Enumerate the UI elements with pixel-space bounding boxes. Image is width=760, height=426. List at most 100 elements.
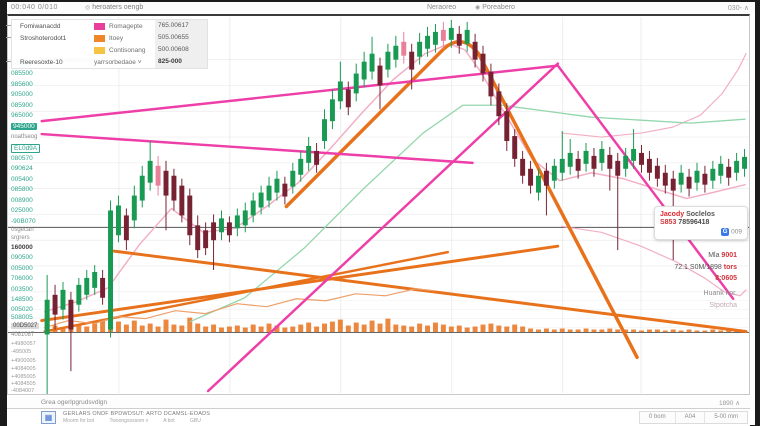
legend-series-label: Stroshoterodot1 xyxy=(20,34,67,42)
chart-panel[interactable]: 8458000855009856009050000859009650009450… xyxy=(6,14,750,395)
legend-row[interactable]: Fomiwanacdd Romagepte 765.00617 xyxy=(6,20,207,32)
volume-bar xyxy=(520,326,526,333)
price-axis-label: -495005 xyxy=(11,349,32,355)
trend-magenta-long-rise[interactable] xyxy=(206,62,560,393)
g-badge-icon: G xyxy=(721,228,730,236)
candle xyxy=(520,158,526,176)
candle xyxy=(314,150,320,165)
candle xyxy=(123,215,129,241)
symbol-timeframe-label[interactable]: 00:040 0/010 xyxy=(11,4,58,11)
footer-meta[interactable]: Twoongsossom v xyxy=(109,418,149,424)
candle xyxy=(646,158,652,173)
footer-text: GERLARS ONDF BPDWDSUT: ARTO DCAMSL-EOADS… xyxy=(63,411,215,424)
callout-value: S853 78596418 xyxy=(660,219,710,226)
volume-bar xyxy=(488,323,494,333)
candlestick-chart[interactable] xyxy=(8,16,749,394)
volume-bar xyxy=(84,326,90,333)
candle xyxy=(68,299,74,330)
candle xyxy=(639,152,644,165)
trend-magenta-rise[interactable] xyxy=(40,64,560,123)
legend-row[interactable]: Stroshoterodot1 Itoey 505.00655 xyxy=(6,32,207,44)
volume-bar xyxy=(623,329,629,333)
candle xyxy=(60,289,66,310)
volume-bar xyxy=(179,325,185,333)
candle xyxy=(298,158,304,175)
candle xyxy=(409,51,415,70)
volume-bar xyxy=(385,318,391,333)
collapse-bottom-button[interactable]: 1890 ∧ xyxy=(718,400,740,407)
candle xyxy=(448,27,454,40)
series-color-swatch xyxy=(94,46,105,54)
indicators-button[interactable]: ◎ heroaters oengb xyxy=(85,4,144,11)
volume-bar xyxy=(123,324,129,333)
candle xyxy=(361,61,367,80)
candle xyxy=(266,185,272,201)
candle xyxy=(654,165,660,179)
volume-bar xyxy=(567,329,573,333)
price-axis-label: -4084007 xyxy=(11,388,35,394)
volume-bar xyxy=(575,329,581,333)
candle xyxy=(147,160,153,183)
trend-magenta-desc-short[interactable] xyxy=(40,132,474,165)
volume-bar xyxy=(662,330,668,333)
volume-bar xyxy=(131,320,137,333)
price-axis-label: 080570 xyxy=(11,155,33,162)
price-axis-label: 090500 xyxy=(11,254,33,261)
footer-tool-button[interactable]: 0 bom xyxy=(648,414,666,420)
candle xyxy=(258,192,264,208)
time-axis-row[interactable]: Grea ogerlpgrudsvdlgn 1890 ∧ xyxy=(7,396,750,409)
candle xyxy=(702,173,708,185)
price-axis-label: +4084005 xyxy=(11,366,36,372)
price-axis-label: +4085005 xyxy=(11,374,36,380)
volume-bar xyxy=(147,323,153,333)
footer-tool-button[interactable]: 5-00 mm xyxy=(704,412,747,423)
footer-meta[interactable]: GBU xyxy=(190,418,201,424)
chevron-up-icon: ∧ xyxy=(743,5,749,12)
volume-bar xyxy=(464,327,470,333)
footer-meta[interactable]: A bot xyxy=(163,418,175,424)
trend-magenta-desc[interactable] xyxy=(556,64,735,300)
volume-bar xyxy=(710,329,716,333)
candle xyxy=(44,299,50,335)
menu-item-2[interactable]: ◉ Poreabero xyxy=(475,4,515,11)
price-axis-label: 008900 xyxy=(11,197,33,204)
legend-series-value: 825-000 xyxy=(155,56,207,68)
candle xyxy=(678,172,684,185)
footer-meta[interactable]: Moorm for bot xyxy=(63,418,95,424)
price-axis-label: 905000 xyxy=(11,91,33,98)
price-axis-label: 005400 xyxy=(11,176,33,183)
legend-series-name: Itoey xyxy=(109,34,124,42)
candle xyxy=(662,172,668,186)
candle xyxy=(694,170,700,183)
trend-orange-desc[interactable] xyxy=(112,249,748,333)
volume-bar xyxy=(258,326,264,333)
footer-toolbar: 0 bom A04 5-00 mm xyxy=(638,411,748,424)
candle xyxy=(179,185,185,216)
candle xyxy=(440,29,446,41)
price-axis-label: 706000 xyxy=(11,275,33,282)
price-axis-label: 00D5027 xyxy=(11,323,40,329)
volume-bar xyxy=(242,327,248,333)
candle xyxy=(211,222,217,241)
price-axis-label: -90B070 xyxy=(11,218,36,225)
footer-tool-button[interactable]: A04 xyxy=(674,412,705,423)
price-axis-label: srgrers xyxy=(11,235,30,241)
price-axis-label: +4084505 xyxy=(11,381,36,387)
price-axis-label: 003500 xyxy=(11,286,33,293)
chart-legend[interactable]: Fomiwanacdd Romagepte 765.00617 Stroshot… xyxy=(6,19,208,69)
trend-orange-rise1[interactable] xyxy=(40,244,560,323)
candle xyxy=(726,166,732,178)
legend-series-value: 505.00655 xyxy=(155,32,207,44)
legend-row[interactable]: Contisonang 500.00608 xyxy=(12,44,207,56)
price-callout-tooltip[interactable]: Jacody Soclelos S853 78596418 G 009 xyxy=(654,206,748,240)
candle xyxy=(631,148,637,161)
collapse-toolbar-button[interactable]: 030- ∧ xyxy=(727,5,749,12)
legend-row[interactable]: Reeresoxte-10 yarrsorbedaoe ˅ 825-000 xyxy=(6,56,207,68)
candle xyxy=(567,152,573,167)
callout-title: Jacody Soclelos xyxy=(660,211,715,218)
volume-bar xyxy=(226,326,232,333)
callout-source: G 009 xyxy=(721,228,742,236)
menu-item-1[interactable]: Neraoreo xyxy=(427,4,457,11)
brand-logo[interactable]: ▦ xyxy=(41,411,56,424)
candle xyxy=(353,73,359,94)
